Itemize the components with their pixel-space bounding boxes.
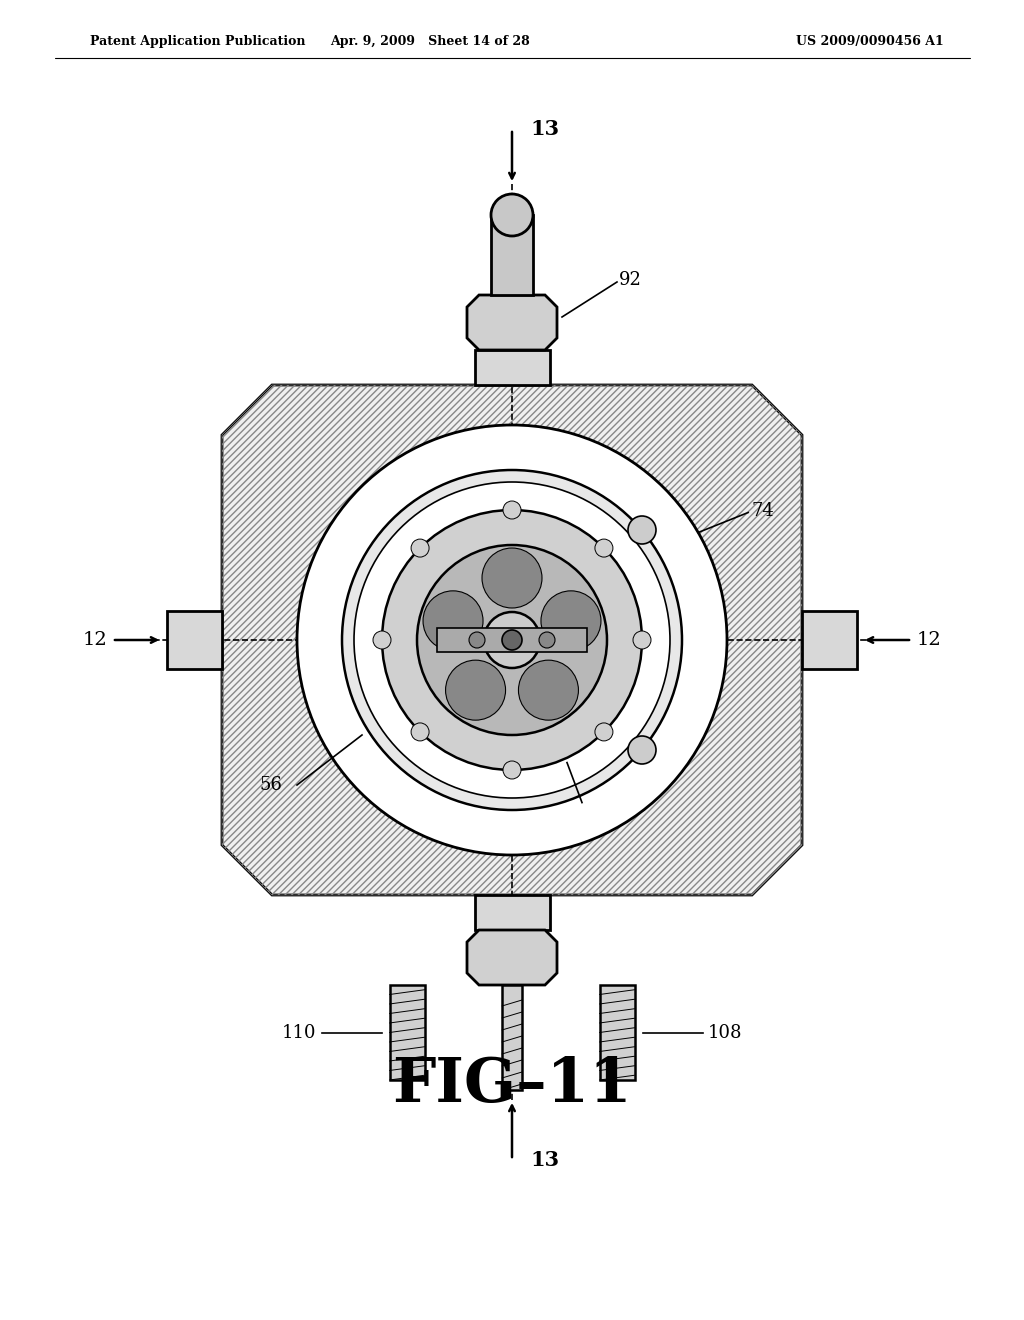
Bar (437, 628, 587, 652)
Text: 78: 78 (584, 799, 607, 817)
Text: FIG–11: FIG–11 (392, 1055, 632, 1115)
Text: 56: 56 (259, 776, 282, 795)
Circle shape (297, 425, 727, 855)
Circle shape (628, 737, 656, 764)
Text: 76: 76 (337, 525, 359, 544)
Bar (474, 350, 550, 385)
Polygon shape (467, 931, 557, 985)
Bar (490, 215, 534, 294)
Circle shape (423, 591, 483, 651)
Polygon shape (222, 385, 802, 895)
Circle shape (373, 631, 391, 649)
Text: Apr. 9, 2009   Sheet 14 of 28: Apr. 9, 2009 Sheet 14 of 28 (330, 36, 529, 49)
Circle shape (482, 548, 542, 609)
Circle shape (411, 539, 429, 557)
Text: 12: 12 (82, 631, 106, 649)
Text: 108: 108 (708, 1023, 742, 1041)
Bar (389, 985, 425, 1080)
Circle shape (503, 502, 521, 519)
Circle shape (469, 632, 485, 648)
Circle shape (342, 470, 682, 810)
Bar (502, 985, 522, 1090)
Text: Patent Application Publication: Patent Application Publication (90, 36, 305, 49)
Text: 74: 74 (752, 502, 774, 520)
Text: 13: 13 (530, 1150, 559, 1170)
Circle shape (382, 510, 642, 770)
Circle shape (633, 631, 651, 649)
Text: 110: 110 (282, 1023, 316, 1041)
Text: US 2009/0090456 A1: US 2009/0090456 A1 (796, 36, 944, 49)
Circle shape (595, 539, 613, 557)
Circle shape (411, 723, 429, 741)
Circle shape (490, 194, 534, 236)
Bar (167, 611, 222, 669)
Bar (474, 895, 550, 931)
Text: 12: 12 (918, 631, 942, 649)
Bar (599, 985, 635, 1080)
Circle shape (354, 482, 670, 799)
Circle shape (503, 762, 521, 779)
Circle shape (502, 630, 522, 649)
Circle shape (518, 660, 579, 721)
Bar (802, 611, 857, 669)
Circle shape (417, 545, 607, 735)
Circle shape (539, 632, 555, 648)
Circle shape (445, 660, 506, 721)
Circle shape (541, 591, 601, 651)
Circle shape (595, 723, 613, 741)
Circle shape (628, 516, 656, 544)
Circle shape (484, 612, 540, 668)
Text: 13: 13 (530, 119, 559, 139)
Polygon shape (467, 294, 557, 350)
Text: 92: 92 (618, 271, 642, 289)
